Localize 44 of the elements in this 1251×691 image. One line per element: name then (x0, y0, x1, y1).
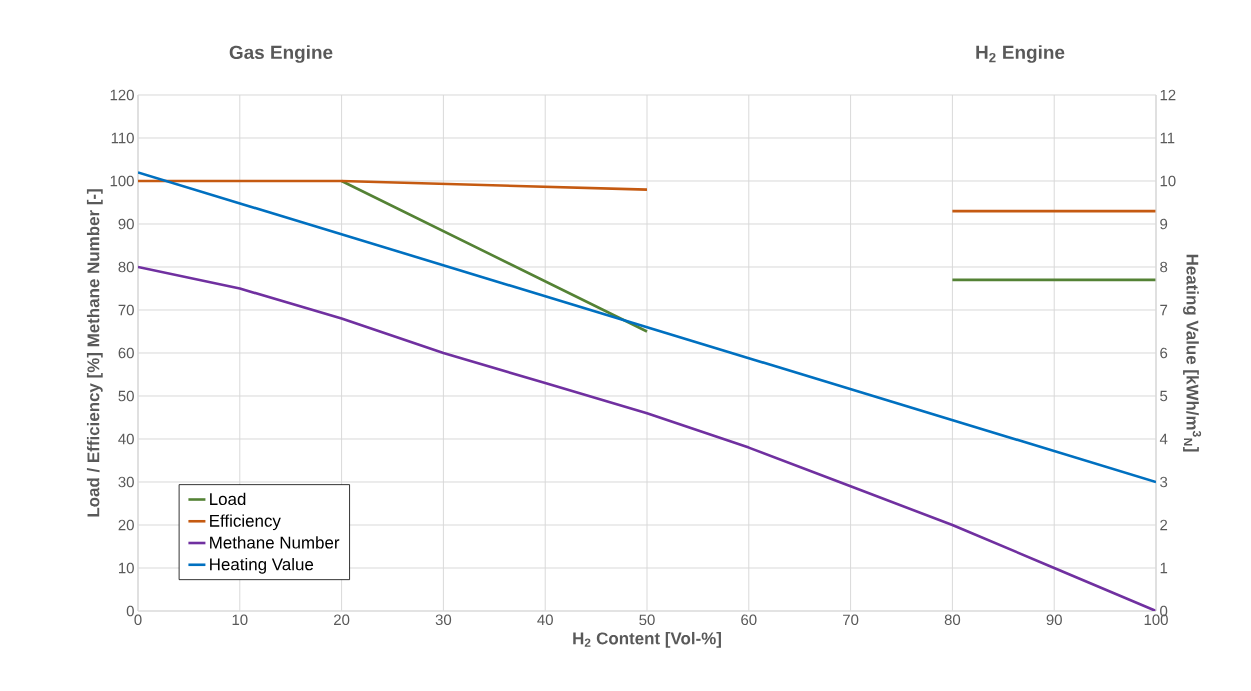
y2-tick-label: 11 (1160, 132, 1175, 144)
text: H$_{2}$ Engine (976, 45, 1065, 63)
x-tick-label: 50 (639, 614, 655, 626)
y2-tick-label: 9 (1160, 218, 1168, 230)
y-tick-label: 10 (119, 562, 134, 574)
y-axis-title: Load / Efficiency [%] Methane Number [-] (86, 189, 103, 517)
x-tick-label: 70 (843, 614, 859, 626)
x-tick-label: 0 (134, 614, 142, 626)
x-tick-label: 20 (334, 614, 350, 626)
x-tick-label: 40 (537, 614, 553, 626)
legend-label: Efficiency (210, 514, 281, 531)
y2-tick-label: 10 (1160, 175, 1176, 187)
y2-tick-label: 3 (1160, 476, 1168, 488)
y-tick-label: 20 (118, 519, 134, 531)
y-tick-label: 70 (118, 304, 134, 316)
legend-label: Load (210, 492, 246, 506)
y-tick-label: 0 (126, 605, 134, 617)
y-tick-label: 100 (110, 175, 134, 187)
y-tick-label: 110 (111, 132, 134, 144)
y2-tick-label: 8 (1160, 261, 1168, 273)
x-tick-label: 60 (741, 614, 757, 626)
y-tick-label: 40 (118, 433, 134, 445)
y2-tick-label: 2 (1160, 519, 1168, 531)
legend-label: Heating Value (210, 557, 314, 574)
x-tick-label: 10 (232, 614, 248, 626)
y2-tick-label: 6 (1160, 347, 1168, 359)
y-tick-label: 80 (118, 261, 134, 273)
y2-tick-label: 5 (1160, 390, 1168, 402)
x-tick-label: 30 (435, 614, 452, 626)
y-tick-label: 120 (110, 89, 134, 101)
x-tick-label: 90 (1046, 614, 1062, 626)
y-tick-label: 50 (118, 390, 134, 402)
text: Gas Engine (229, 45, 333, 63)
y2-tick-label: 7 (1160, 304, 1168, 316)
y2-axis-title: Heating Value [kWh/m$^{3}$$_{N}$] (1182, 254, 1202, 452)
x-tick-label: 80 (944, 614, 961, 626)
y2-tick-label: 12 (1160, 89, 1176, 101)
y2-tick-label: 4 (1159, 433, 1168, 445)
x-axis-title: H$_{2}$ Content [Vol-%] (573, 631, 721, 648)
legend-label: Methane Number (210, 536, 340, 549)
y-tick-label: 30 (118, 476, 134, 488)
y2-tick-label: 1 (1160, 562, 1168, 574)
y-tick-label: 60 (118, 347, 134, 359)
y-tick-label: 90 (118, 218, 134, 230)
